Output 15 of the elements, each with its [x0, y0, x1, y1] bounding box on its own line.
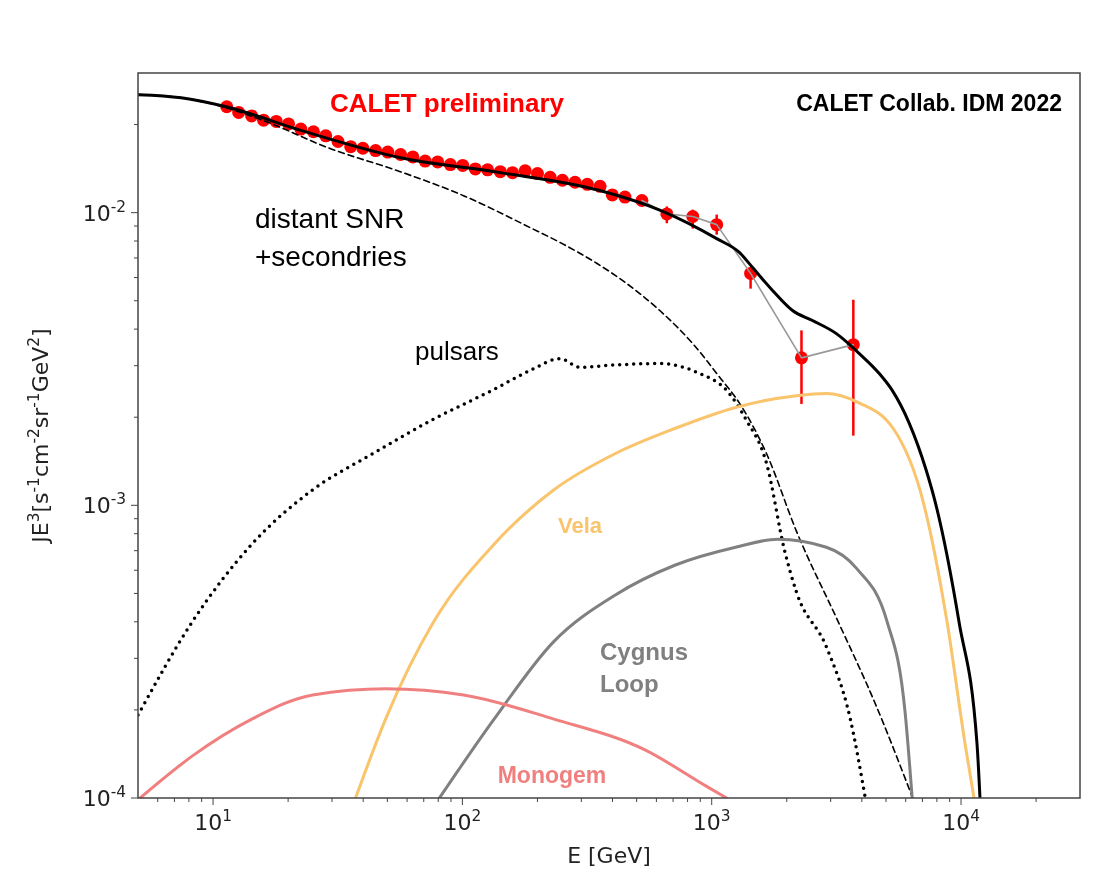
series-label: pulsars: [415, 336, 499, 366]
x-axis-title: E [GeV]: [567, 843, 651, 868]
x-tick-label: 10$^{4}$: [942, 807, 980, 835]
y-tick-label: 10$^{-4}$: [82, 783, 126, 811]
series-label: CALET preliminary: [329, 88, 565, 118]
y-tick-label: 10$^{-3}$: [82, 490, 126, 519]
series-label: Vela: [557, 513, 603, 538]
annotation: CALET Collab. IDM 2022: [796, 90, 1062, 116]
y-tick-label: 10$^{-2}$: [82, 197, 126, 226]
series-label: Cygnus Loop: [600, 638, 689, 698]
series-label: distant SNR +secondries: [255, 203, 407, 272]
x-tick-label: 10$^{2}$: [443, 807, 482, 835]
series-label: Monogem: [497, 762, 607, 788]
x-tick-label: 10$^{1}$: [194, 807, 232, 835]
x-tick-label: 10$^{3}$: [692, 807, 731, 835]
